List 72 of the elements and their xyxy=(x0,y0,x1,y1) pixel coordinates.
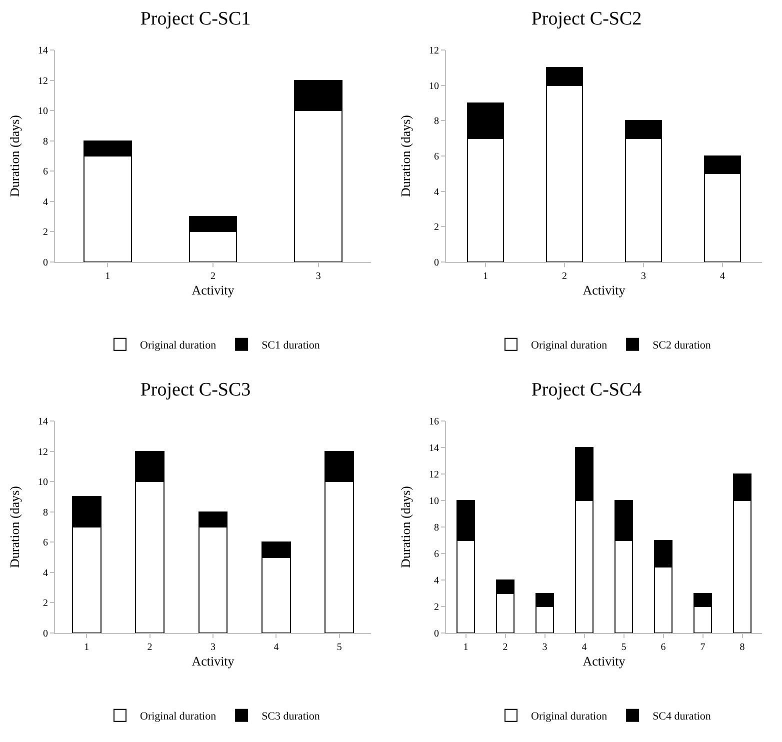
y-tick-label: 4 xyxy=(434,576,439,586)
y-tick-label: 0 xyxy=(43,628,48,640)
y-axis-title: Duration (days) xyxy=(7,486,22,568)
legend-label: SC2 duration xyxy=(652,340,712,352)
x-axis-title: Activity xyxy=(582,654,626,669)
x-tick-label: 1 xyxy=(463,642,468,653)
x-tick-label: 1 xyxy=(483,271,488,282)
y-tick-label: 12 xyxy=(429,46,439,56)
x-tick-label: 2 xyxy=(502,642,508,653)
x-tick-label: 1 xyxy=(105,271,110,282)
x-tick-label: 1 xyxy=(84,642,90,653)
x-tick-label: 4 xyxy=(720,271,725,282)
y-tick-label: 6 xyxy=(43,166,48,178)
legend-label: Original duration xyxy=(531,710,608,723)
x-axis-title: Activity xyxy=(192,282,235,298)
x-tick-label: 3 xyxy=(210,642,216,653)
x-axis-title: Activity xyxy=(192,654,235,669)
legend-label: Original duration xyxy=(140,340,217,352)
y-axis-title: Duration (days) xyxy=(398,486,413,568)
legend-label: Original duration xyxy=(531,340,608,352)
x-axis-title: Activity xyxy=(582,282,626,298)
x-tick-label: 5 xyxy=(336,642,342,653)
y-tick-label: 4 xyxy=(43,568,48,579)
y-tick-label: 16 xyxy=(429,416,439,428)
y-axis-title: Duration (days) xyxy=(7,115,22,197)
y-tick-label: 2 xyxy=(43,227,48,238)
legend-label: SC4 duration xyxy=(652,710,712,723)
x-tick-label: 4 xyxy=(582,642,587,653)
y-tick-label: 10 xyxy=(38,106,48,118)
x-tick-label: 7 xyxy=(700,642,706,653)
y-tick-label: 4 xyxy=(43,196,48,208)
y-axis-title: Duration (days) xyxy=(398,115,413,197)
x-tick-label: 3 xyxy=(641,271,646,282)
x-tick-label: 3 xyxy=(542,642,548,653)
y-tick-label: 0 xyxy=(434,258,439,268)
y-tick-label: 12 xyxy=(429,470,439,480)
y-tick-label: 14 xyxy=(38,46,48,56)
y-tick-label: 8 xyxy=(434,116,439,128)
y-tick-label: 8 xyxy=(43,136,48,148)
chart-title: Project C-SC4 xyxy=(531,379,642,400)
x-tick-label: 4 xyxy=(274,642,279,653)
x-tick-label: 6 xyxy=(660,642,666,653)
y-tick-label: 12 xyxy=(38,76,48,87)
y-tick-label: 10 xyxy=(429,496,439,507)
x-tick-label: 3 xyxy=(316,271,321,282)
x-tick-label: 2 xyxy=(562,271,567,282)
chart-title: Project C-SC2 xyxy=(531,8,642,30)
y-tick-label: 14 xyxy=(38,416,48,428)
y-tick-label: 8 xyxy=(43,507,48,518)
y-tick-label: 14 xyxy=(429,443,439,454)
y-tick-label: 6 xyxy=(434,549,439,560)
chart-title: Project C-SC3 xyxy=(140,379,251,400)
x-tick-label: 2 xyxy=(210,271,216,282)
y-tick-label: 6 xyxy=(43,538,48,549)
y-tick-label: 8 xyxy=(434,522,439,534)
y-tick-label: 10 xyxy=(38,477,48,488)
y-tick-label: 2 xyxy=(43,598,48,610)
y-tick-label: 12 xyxy=(38,446,48,458)
y-tick-label: 6 xyxy=(434,152,439,162)
y-tick-label: 0 xyxy=(434,628,439,640)
legend-label: SC1 duration xyxy=(262,340,320,352)
legend-label: SC3 duration xyxy=(262,710,320,723)
x-tick-label: 5 xyxy=(621,642,626,653)
chart-title: Project C-SC1 xyxy=(140,8,251,30)
x-tick-label: 2 xyxy=(147,642,152,653)
y-tick-label: 2 xyxy=(434,222,439,234)
x-tick-label: 8 xyxy=(740,642,745,653)
y-tick-label: 2 xyxy=(434,602,439,613)
y-tick-label: 0 xyxy=(43,258,48,268)
legend-label: Original duration xyxy=(140,710,217,723)
y-tick-label: 10 xyxy=(429,80,439,92)
y-tick-label: 4 xyxy=(434,186,439,198)
